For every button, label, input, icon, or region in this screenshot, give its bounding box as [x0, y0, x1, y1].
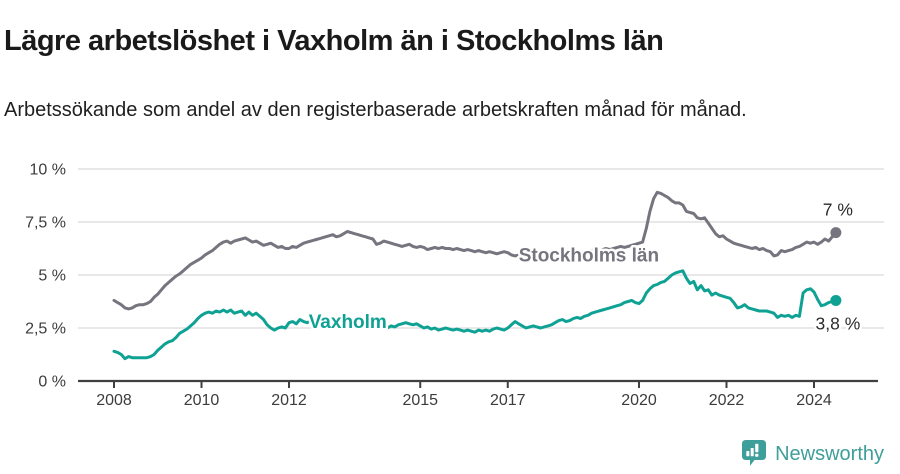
- y-tick-label: 7,5 %: [25, 215, 66, 232]
- series-end-dot-stockholms-lan: [830, 227, 842, 239]
- end-value-label-vaxholm: 3,8 %: [816, 313, 861, 333]
- series-line-stockholms-lan: [112, 190, 838, 311]
- x-tick-label: 2020: [621, 392, 657, 409]
- y-tick-label: 10 %: [30, 162, 66, 179]
- y-tick-label: 5 %: [38, 268, 66, 285]
- series-label-vaxholm: Vaxholm: [309, 312, 387, 333]
- x-tick-label: 2010: [184, 392, 220, 409]
- x-tick-label: 2015: [402, 392, 438, 409]
- y-tick-label: 2,5 %: [25, 321, 66, 338]
- newsworthy-logo-icon: [742, 440, 767, 466]
- x-tick-label: 2024: [796, 392, 832, 409]
- x-tick-label: 2017: [490, 392, 526, 409]
- y-tick-label: 0 %: [38, 374, 66, 391]
- x-tick-label: 2008: [96, 392, 132, 409]
- series-label-stockholms-lan: Stockholms län: [519, 245, 659, 266]
- chart-subtitle: Arbetssökande som andel av den registerb…: [4, 99, 747, 121]
- x-tick-label: 2012: [271, 392, 307, 409]
- brand-name: Newsworthy: [775, 442, 884, 465]
- chart-title: Lägre arbetslöshet i Vaxholm än i Stockh…: [4, 25, 664, 58]
- series-line-vaxholm: [112, 269, 838, 361]
- end-value-label-stockholms-lan: 7 %: [823, 200, 853, 220]
- x-tick-label: 2022: [709, 392, 745, 409]
- series-end-dot-vaxholm: [830, 294, 842, 306]
- brand-footer: Newsworthy: [741, 439, 884, 469]
